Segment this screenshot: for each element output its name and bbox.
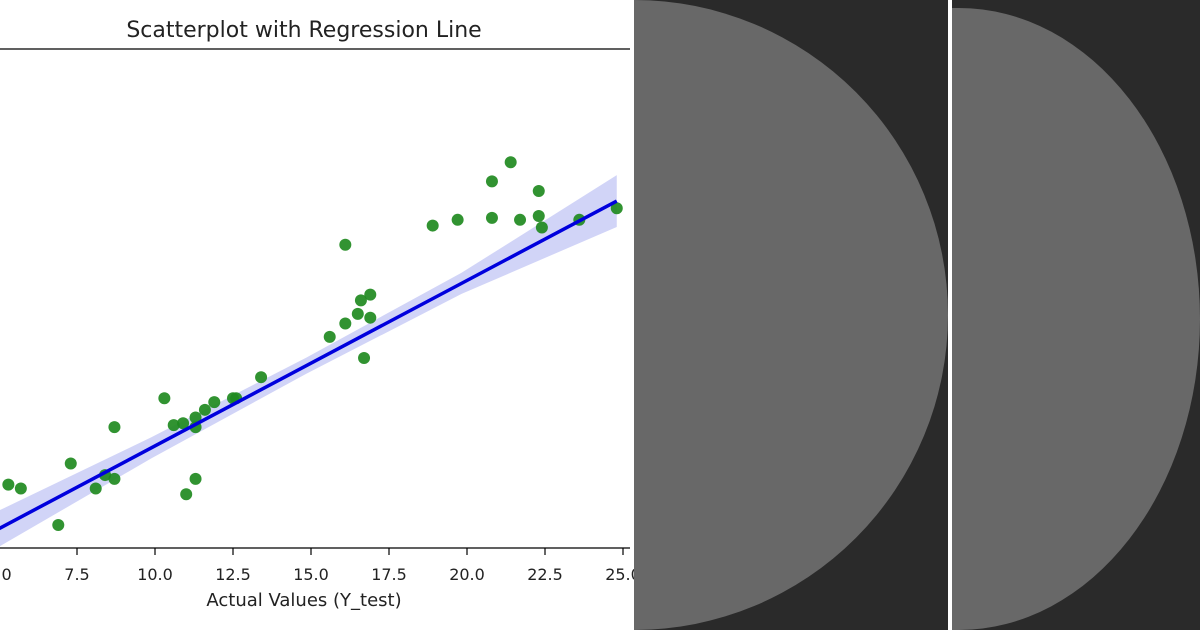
plot-area [0, 156, 623, 547]
scatter-chart: 5.0 7.5 10.0 12.5 15.0 17.5 20.0 22.5 25.0 Scatt… [0, 18, 634, 611]
scatter-point [14, 482, 27, 495]
scatter-point [158, 392, 171, 405]
scatter-point [351, 307, 364, 320]
scatter-point [255, 371, 268, 384]
x-tick-label: 17.5 [371, 565, 407, 584]
scatter-point [485, 211, 498, 224]
x-axis-label: Actual Values (Y_test) [206, 590, 401, 611]
scatter-point [354, 294, 367, 307]
scatter-point [167, 419, 180, 432]
regression-line [0, 199, 618, 531]
scatter-point [532, 209, 545, 222]
scatter-point [339, 317, 352, 330]
panel-divider [948, 0, 952, 630]
scatter-point [89, 482, 102, 495]
scatter-point [52, 518, 65, 531]
chart-panel: 5.0 7.5 10.0 12.5 15.0 17.5 20.0 22.5 25.0 Scatt… [0, 18, 634, 611]
x-tick-label: 12.5 [215, 565, 251, 584]
scatter-point [451, 213, 464, 226]
x-tick-label: 22.5 [527, 565, 563, 584]
gray-half-circle-panel-left [634, 0, 948, 630]
scatter-point [364, 288, 377, 301]
scatter-point [2, 478, 15, 491]
scatter-point [426, 219, 439, 232]
confidence-band [0, 175, 617, 547]
scatter-point [177, 417, 190, 430]
chart-title: Scatterplot with Regression Line [126, 18, 481, 43]
scatter-point [189, 411, 202, 424]
scatter-point [323, 330, 336, 343]
scatter-point [64, 457, 77, 470]
x-tick-label: 15.0 [293, 565, 329, 584]
x-tick-label: 25.0 [605, 565, 634, 584]
half-circle-shape [634, 0, 948, 630]
scatter-point [339, 238, 352, 251]
half-circle-shape [952, 8, 1200, 630]
scatter-point [535, 221, 548, 234]
scatter-point [358, 351, 371, 364]
scatter-point [610, 202, 623, 215]
x-tick-label: 10.0 [137, 565, 173, 584]
scatter-point [180, 488, 193, 501]
gray-half-circle-panel-right [952, 0, 1200, 630]
x-axis-ticks: 5.0 7.5 10.0 12.5 15.0 17.5 20.0 22.5 25.0 [0, 548, 634, 584]
scatter-point [198, 403, 211, 416]
scatter-point [485, 175, 498, 188]
x-tick-label: 7.5 [64, 565, 89, 584]
scatter-point [208, 396, 221, 409]
scatter-point [108, 472, 121, 485]
x-tick-label: 20.0 [449, 565, 485, 584]
scatter-point [108, 421, 121, 434]
scatter-point [364, 311, 377, 324]
x-tick-label: 5.0 [0, 565, 12, 584]
scatter-point [532, 185, 545, 198]
scatter-points [2, 156, 623, 531]
scatter-point [189, 472, 202, 485]
scatter-point [504, 156, 517, 169]
scatter-point [514, 213, 527, 226]
